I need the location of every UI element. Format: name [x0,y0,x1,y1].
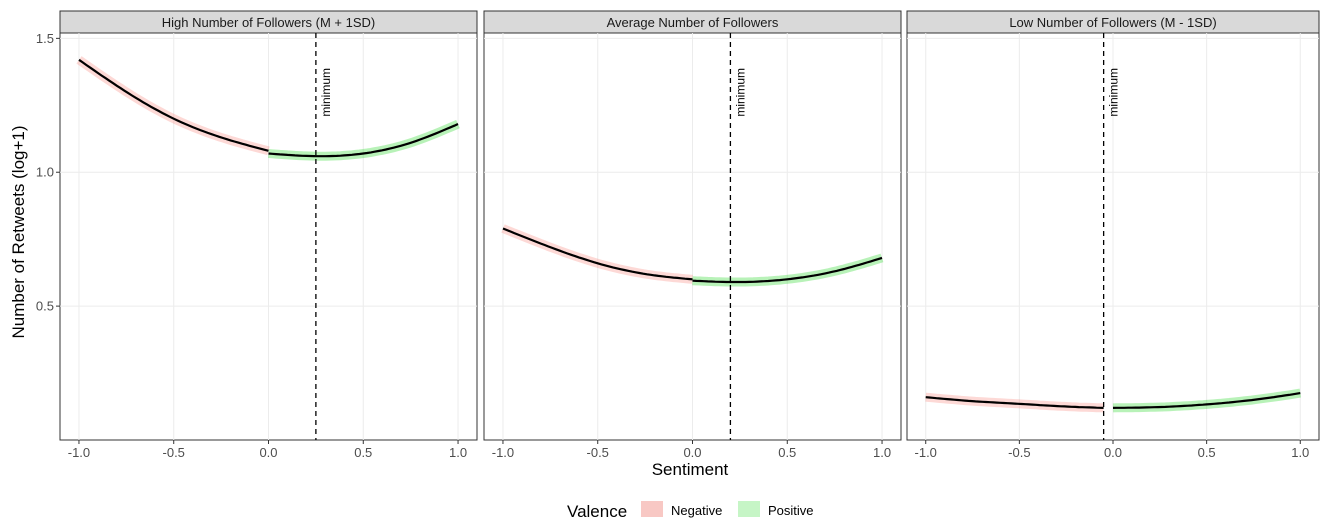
negative-fit-line [78,58,269,152]
positive-fit-line [268,123,459,158]
x-tick-label: 1.0 [873,445,891,460]
x-tick-label: -0.5 [163,445,185,460]
x-tick-label: 0.0 [683,445,701,460]
facet-panel: High Number of Followers (M + 1SD) minimu… [36,10,478,460]
minimum-label: minimum [319,68,333,117]
x-tick-label: -1.0 [492,445,514,460]
legend-swatch-positive [738,501,760,517]
positive-fit-line [692,256,883,284]
facet-title: High Number of Followers (M + 1SD) [162,15,375,30]
x-tick-label: 0.0 [1104,445,1122,460]
y-tick-label: 1.5 [36,31,54,46]
legend-swatch-negative [641,501,663,517]
minimum-label: minimum [1107,68,1121,117]
facet-panel: Low Number of Followers (M - 1SD) minimum… [906,10,1320,460]
x-tick-label: -0.5 [1008,445,1030,460]
minimum-label: minimum [733,68,747,117]
x-tick-label: 1.0 [449,445,467,460]
y-axis-title: Number of Retweets (log+1) [9,125,28,338]
x-tick-label: -1.0 [915,445,937,460]
negative-fit-line [502,227,693,281]
legend-title: Valence [567,502,627,520]
facet-panel: Average Number of Followers minimum -1.0 -0… [483,10,902,460]
facets-layer: High Number of Followers (M + 1SD) minimu… [36,10,1320,460]
legend: Valence Negative Positive [567,501,814,520]
x-axis-title: Sentiment [652,460,729,479]
positive-fit-line [1112,392,1301,409]
x-tick-label: -0.5 [587,445,609,460]
x-tick-label: 0.0 [259,445,277,460]
legend-label-negative: Negative [671,503,722,518]
x-tick-label: 0.5 [1198,445,1216,460]
x-tick-label: 0.5 [778,445,796,460]
negative-fit-line [925,396,1104,409]
x-tick-label: 0.5 [354,445,372,460]
x-tick-label: -1.0 [68,445,90,460]
facet-title: Low Number of Followers (M - 1SD) [1009,15,1216,30]
x-tick-label: 1.0 [1291,445,1309,460]
facet-title: Average Number of Followers [607,15,779,30]
legend-label-positive: Positive [768,503,814,518]
y-tick-label: 0.5 [36,299,54,314]
y-tick-label: 1.0 [36,165,54,180]
